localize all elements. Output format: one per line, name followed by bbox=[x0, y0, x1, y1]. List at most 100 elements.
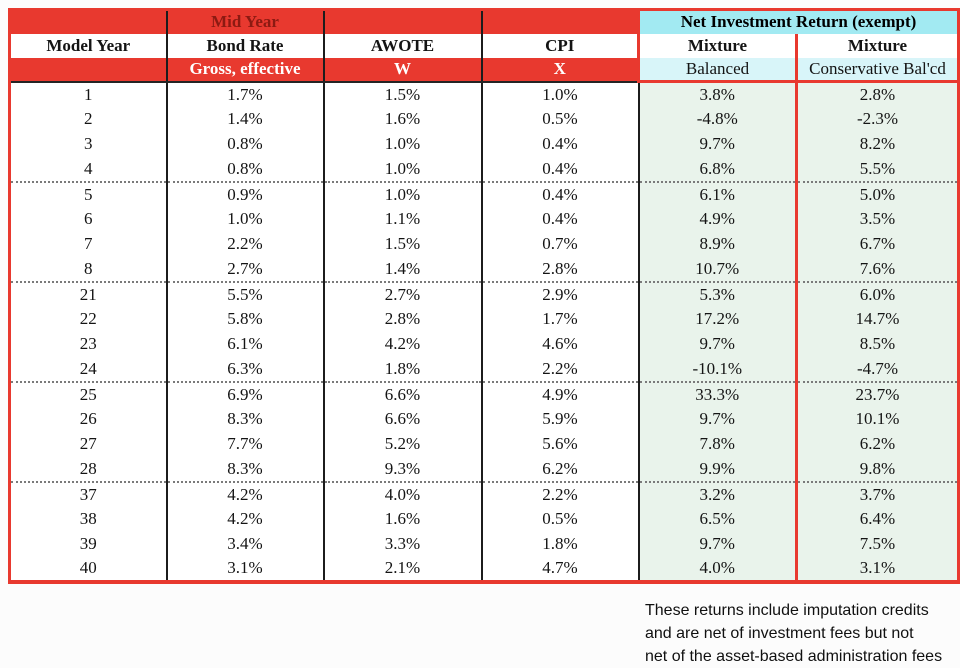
table-row: 4 0.8% 1.0% 0.4% 6.8% 5.5% bbox=[9, 156, 959, 182]
cell-mixture-balanced: 9.7% bbox=[638, 531, 798, 557]
cell-bond-rate: 2.2% bbox=[166, 231, 325, 257]
header-row-top: Mid Year Net Investment Return (exempt) bbox=[9, 9, 960, 34]
cell-model-year: 23 bbox=[9, 331, 168, 357]
column-header-bond-rate: Bond Rate bbox=[166, 33, 325, 58]
table-row: 25 6.9% 6.6% 4.9% 33.3% 23.7% bbox=[9, 380, 959, 407]
cell-awote: 6.6% bbox=[323, 406, 483, 432]
cell-mixture-conservative: 3.7% bbox=[796, 480, 959, 507]
cell-bond-rate: 8.3% bbox=[166, 456, 325, 482]
cell-cpi: 2.2% bbox=[481, 356, 640, 382]
cell-mixture-balanced: 7.8% bbox=[638, 431, 798, 457]
cell-awote: 4.0% bbox=[323, 480, 483, 507]
cell-mixture-balanced: 4.0% bbox=[638, 556, 798, 582]
cell-awote: 6.6% bbox=[323, 380, 483, 407]
cell-mixture-conservative: -4.7% bbox=[796, 356, 959, 382]
cell-mixture-conservative: 2.8% bbox=[796, 81, 959, 107]
cell-awote: 1.6% bbox=[323, 506, 483, 532]
cell-awote: 2.1% bbox=[323, 556, 483, 582]
cell-cpi: 1.8% bbox=[481, 531, 640, 557]
cell-bond-rate: 7.7% bbox=[166, 431, 325, 457]
cell-model-year: 27 bbox=[9, 431, 168, 457]
cell-awote: 1.5% bbox=[323, 231, 483, 257]
cell-mixture-balanced: 9.7% bbox=[638, 131, 798, 157]
header-cell-mid-year: Mid Year bbox=[166, 9, 325, 34]
cell-bond-rate: 3.1% bbox=[166, 556, 325, 582]
cell-bond-rate: 3.4% bbox=[166, 531, 325, 557]
cell-cpi: 0.5% bbox=[481, 506, 640, 532]
cell-mixture-conservative: 3.5% bbox=[796, 206, 959, 232]
header-cell-empty-cpi bbox=[481, 9, 640, 34]
cell-cpi: 2.2% bbox=[481, 480, 640, 507]
subheader-balanced: Balanced bbox=[638, 57, 798, 83]
cell-cpi: 0.7% bbox=[481, 231, 640, 257]
cell-model-year: 8 bbox=[9, 256, 168, 282]
cell-mixture-conservative: 8.5% bbox=[796, 331, 959, 357]
cell-bond-rate: 5.5% bbox=[166, 280, 325, 307]
cell-model-year: 5 bbox=[9, 180, 168, 207]
table-row: 39 3.4% 3.3% 1.8% 9.7% 7.5% bbox=[9, 531, 959, 557]
footnote-line: net of the asset-based administration fe… bbox=[645, 648, 943, 665]
cell-model-year: 3 bbox=[9, 131, 168, 157]
cell-cpi: 4.7% bbox=[481, 556, 640, 582]
cell-awote: 2.8% bbox=[323, 306, 483, 332]
cell-awote: 4.2% bbox=[323, 331, 483, 357]
cell-model-year: 37 bbox=[9, 480, 168, 507]
table-row: 2 1.4% 1.6% 0.5% -4.8% -2.3% bbox=[9, 106, 959, 132]
cell-mixture-conservative: 7.5% bbox=[796, 531, 959, 557]
cell-bond-rate: 4.2% bbox=[166, 506, 325, 532]
cell-mixture-balanced: 8.9% bbox=[638, 231, 798, 257]
cell-mixture-balanced: -10.1% bbox=[638, 356, 798, 382]
cell-mixture-conservative: 5.0% bbox=[796, 180, 959, 207]
cell-bond-rate: 1.0% bbox=[166, 206, 325, 232]
table-row: 28 8.3% 9.3% 6.2% 9.9% 9.8% bbox=[9, 456, 959, 482]
cell-cpi: 0.5% bbox=[481, 106, 640, 132]
footnote-line: and are net of investment fees but not bbox=[645, 625, 914, 642]
subheader-gross-effective: Gross, effective bbox=[166, 57, 325, 83]
header-row-columns: Model Year Bond Rate AWOTE CPI Mixture M… bbox=[9, 33, 959, 58]
table-row: 24 6.3% 1.8% 2.2% -10.1% -4.7% bbox=[9, 356, 959, 382]
cell-awote: 1.8% bbox=[323, 356, 483, 382]
cell-cpi: 6.2% bbox=[481, 456, 640, 482]
cell-mixture-balanced: 10.7% bbox=[638, 256, 798, 282]
cell-bond-rate: 0.8% bbox=[166, 131, 325, 157]
table-row: 21 5.5% 2.7% 2.9% 5.3% 6.0% bbox=[9, 280, 959, 307]
cell-awote: 3.3% bbox=[323, 531, 483, 557]
table-row: 40 3.1% 2.1% 4.7% 4.0% 3.1% bbox=[9, 556, 959, 582]
subheader-x: X bbox=[481, 57, 640, 83]
cell-model-year: 22 bbox=[9, 306, 168, 332]
cell-bond-rate: 6.9% bbox=[166, 380, 325, 407]
cell-mixture-conservative: 6.7% bbox=[796, 231, 959, 257]
cell-bond-rate: 6.3% bbox=[166, 356, 325, 382]
cell-awote: 1.4% bbox=[323, 256, 483, 282]
cell-bond-rate: 2.7% bbox=[166, 256, 325, 282]
cell-mixture-conservative: 5.5% bbox=[796, 156, 959, 182]
cell-bond-rate: 8.3% bbox=[166, 406, 325, 432]
cell-awote: 1.5% bbox=[323, 81, 483, 107]
cell-mixture-balanced: 9.9% bbox=[638, 456, 798, 482]
cell-mixture-balanced: 5.3% bbox=[638, 280, 798, 307]
cell-model-year: 21 bbox=[9, 280, 168, 307]
cell-mixture-conservative: 6.4% bbox=[796, 506, 959, 532]
cell-model-year: 39 bbox=[9, 531, 168, 557]
cell-cpi: 4.9% bbox=[481, 380, 640, 407]
cell-cpi: 2.8% bbox=[481, 256, 640, 282]
cell-model-year: 24 bbox=[9, 356, 168, 382]
table-row: 22 5.8% 2.8% 1.7% 17.2% 14.7% bbox=[9, 306, 959, 332]
table-row: 1 1.7% 1.5% 1.0% 3.8% 2.8% bbox=[9, 81, 959, 107]
footnote-line: These returns include imputation credits bbox=[645, 602, 929, 619]
cell-cpi: 0.4% bbox=[481, 131, 640, 157]
table-header: Mid Year Net Investment Return (exempt) … bbox=[9, 9, 960, 83]
cell-awote: 1.0% bbox=[323, 131, 483, 157]
cell-mixture-conservative: 10.1% bbox=[796, 406, 959, 432]
cell-model-year: 38 bbox=[9, 506, 168, 532]
cell-cpi: 1.7% bbox=[481, 306, 640, 332]
cell-model-year: 40 bbox=[9, 556, 168, 582]
returns-table: Mid Year Net Investment Return (exempt) … bbox=[8, 8, 960, 584]
cell-awote: 1.1% bbox=[323, 206, 483, 232]
cell-awote: 5.2% bbox=[323, 431, 483, 457]
cell-model-year: 2 bbox=[9, 106, 168, 132]
cell-model-year: 1 bbox=[9, 81, 168, 107]
cell-cpi: 1.0% bbox=[481, 81, 640, 107]
table-row: 6 1.0% 1.1% 0.4% 4.9% 3.5% bbox=[9, 206, 959, 232]
cell-mixture-balanced: 9.7% bbox=[638, 331, 798, 357]
